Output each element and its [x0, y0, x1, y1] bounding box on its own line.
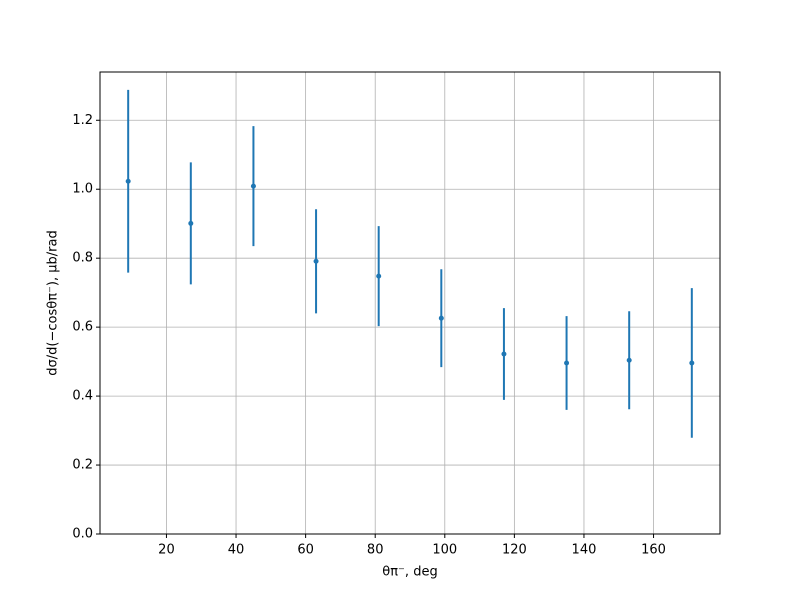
x-tick-label: 140 — [572, 543, 597, 558]
data-point — [564, 360, 570, 366]
y-tick-label: 1.2 — [72, 113, 93, 128]
plot-frame — [99, 71, 721, 535]
data-point — [376, 273, 382, 279]
x-tick-label: 40 — [228, 543, 245, 558]
x-tick-label: 60 — [297, 543, 314, 558]
x-tick-label: 160 — [641, 543, 666, 558]
y-tick-label: 0.4 — [72, 389, 93, 404]
data-point — [626, 357, 632, 363]
data-point — [501, 351, 507, 357]
y-tick-label: 1.0 — [72, 182, 93, 197]
data-point — [125, 178, 131, 184]
x-tick-label: 120 — [502, 543, 527, 558]
x-axis-label: θπ⁻, deg — [382, 565, 437, 580]
x-tick-label: 80 — [367, 543, 384, 558]
data-point — [438, 315, 444, 321]
data-point — [250, 183, 256, 189]
data-point — [689, 360, 695, 366]
data-point — [188, 220, 194, 226]
y-axis-label: dσ/d(−cosθπ⁻), μb/rad — [46, 230, 61, 375]
y-tick-label: 0.8 — [72, 251, 93, 266]
data-point — [313, 258, 319, 264]
y-tick-label: 0.6 — [72, 320, 93, 335]
y-tick-label: 0.2 — [72, 458, 93, 473]
y-tick-label: 0.0 — [72, 527, 93, 542]
x-tick-label: 20 — [158, 543, 175, 558]
x-tick-label: 100 — [432, 543, 457, 558]
